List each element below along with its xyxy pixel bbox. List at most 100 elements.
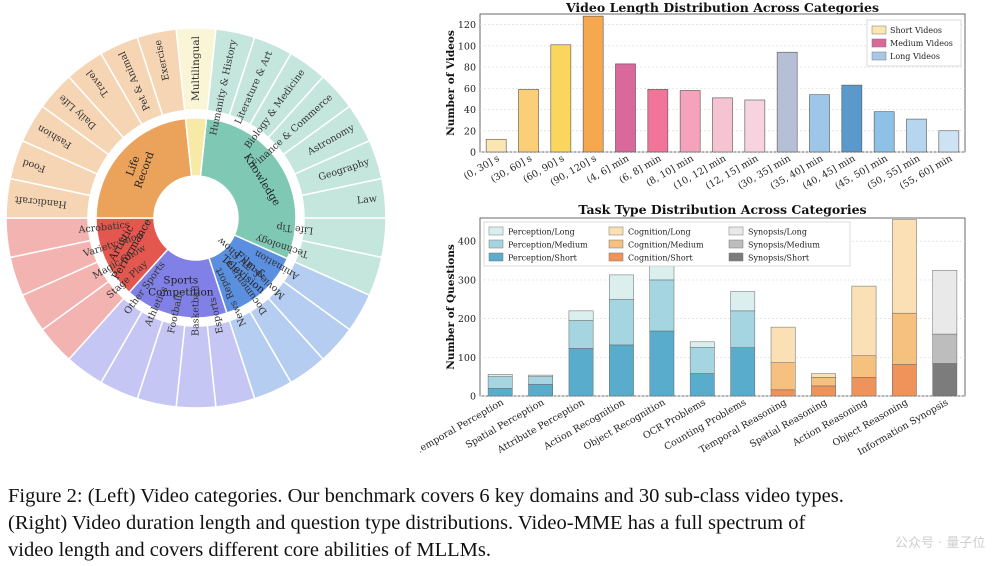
bar-segment-perception-short [609,344,634,397]
bar-30-35-min [776,51,798,153]
y-tick-label: 80 [464,63,476,74]
bar-segment-cognition-short [811,385,836,397]
bar-segment-synopsis-long [932,269,958,335]
category-label-life-tip: Life Tip [276,221,314,236]
bar-segment-perception-short [568,348,594,397]
caption-line-2: (Right) Video duration length and questi… [8,512,806,534]
bar-10-12-min [712,97,733,153]
legend-label-cognition-medium: Cognition/Medium [628,241,704,250]
bar-35-40-min [809,94,830,153]
legend-swatch [728,252,744,262]
chart-title: Task Type Distribution Across Categories [578,202,866,217]
bar-0-30-s [485,138,507,153]
category-label-multilingual: Multilingual [190,35,202,101]
category-label-handicraft: Handicraft [14,193,67,209]
bar-segment-cognition-medium [851,355,877,378]
y-tick-label: 40 [464,105,476,116]
bar-segment-cognition-medium [892,312,917,365]
legend-label-short-videos: Short Videos [890,26,942,35]
bar-segment-perception-medium [730,310,756,348]
bar-segment-perception-short [689,373,715,397]
y-tick-label: 100 [458,353,476,364]
category-label-law: Law [356,194,377,207]
y-tick-label: 0 [470,392,476,403]
y-tick-label: 400 [458,237,476,248]
domain-label-line: Sports [163,274,198,286]
legend-box [483,221,851,267]
y-axis-label: Number of Videos [445,30,457,136]
bar-segment-cognition-long [851,285,877,357]
bar-90-120-s [582,15,604,153]
category-label-basketball: Basketball [191,285,202,336]
bar-segment-perception-medium [689,346,715,374]
bar-segment-cognition-long [811,373,836,378]
y-tick-label: 120 [458,20,476,31]
legend-swatch [728,226,744,236]
legend-swatch [728,239,744,249]
bar-segment-cognition-medium [811,377,836,387]
figure-caption: Figure 2: (Left) Video categories. Our b… [8,483,998,564]
domain-life-record [95,117,193,219]
bar-50-55-min [906,118,927,153]
bar-segment-perception-long [568,310,594,321]
bar-segment-perception-short [649,330,675,397]
legend-swatch [488,252,504,262]
bar-segment-synopsis-medium [932,333,958,364]
bar-segment-synopsis-short [932,363,958,397]
bar-12-15-min [744,99,766,153]
bar-segment-perception-medium [487,376,513,389]
legend-swatch [608,239,624,249]
bar-45-50-min [873,111,895,153]
bar-segment-perception-medium [609,299,634,346]
legend-swatch [871,38,887,48]
bar-60-90-s [550,44,572,153]
legend-swatch [608,226,624,236]
plot-frame [479,217,966,397]
legend-label-long-videos: Long Videos [890,52,940,61]
bar-segment-perception-long [487,374,513,377]
bar-segment-perception-medium [649,279,675,332]
bar-30-60-s [518,89,539,153]
legend-label-perception-long: Perception/Long [508,228,575,237]
bar-segment-cognition-long [892,219,917,314]
domain-segment-multilingual [184,117,208,178]
bar-segment-perception-long [609,274,634,300]
bar-segment-cognition-short [892,364,917,397]
domain-label-sports-competition: Sports Competition [148,274,214,298]
bar-8-10-min [679,90,701,153]
caption-line-1: Figure 2: (Left) Video categories. Our b… [8,485,844,507]
bar-segment-perception-long [528,374,553,377]
chart-title: Video Length Distribution Across Categor… [565,0,879,15]
bar-segment-perception-short [528,384,553,397]
legend-swatch [488,239,504,249]
y-axis-label: Number of Questions [445,244,457,370]
bar-segment-cognition-short [770,389,796,397]
bar-4-6-min [615,63,636,153]
bar-segment-perception-short [487,388,513,397]
bar-segment-perception-long [730,291,756,312]
legend-swatch [608,252,624,262]
bar-6-8-min [647,89,669,153]
legend-label-synopsis-short: Synopsis/Short [748,254,810,263]
y-tick-label: 60 [464,84,476,95]
legend-label-cognition-short: Cognition/Short [628,254,693,263]
bar-segment-cognition-long [770,326,796,363]
video-length-chart: Video Length Distribution Across Categor… [445,0,966,192]
legend-label-synopsis-long: Synopsis/Long [748,228,807,237]
bar-segment-cognition-short [851,377,877,397]
bar-segment-perception-medium [528,376,553,385]
y-tick-label: 20 [464,126,476,137]
caption-line-3: video length and covers different core a… [8,539,491,561]
legend-label-cognition-long: Cognition/Long [628,228,691,237]
domain-knowledge [199,117,297,260]
bar-55-60-min [938,130,960,153]
legend-label-perception-medium: Perception/Medium [508,241,588,250]
legend-swatch [871,51,887,61]
watermark-text: 公众号 · 量子位 [895,536,986,551]
category-label-acrobatics: Acrobatics [77,219,130,235]
bar-segment-perception-medium [568,320,594,349]
bar-segment-cognition-medium [770,362,796,391]
legend-swatch [488,226,504,236]
